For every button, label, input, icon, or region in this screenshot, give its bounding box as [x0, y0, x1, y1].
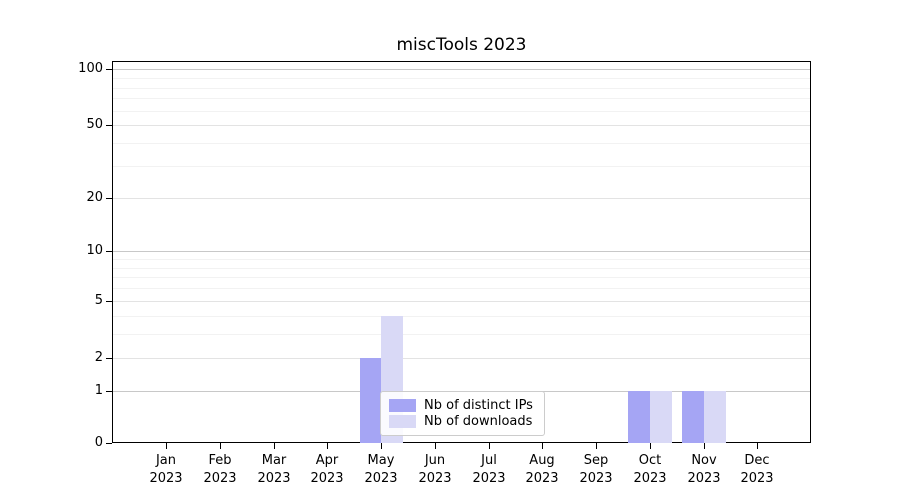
x-tick-mark	[489, 443, 490, 449]
legend-row: Nb of downloads	[389, 414, 536, 429]
x-tick-mark	[757, 443, 758, 449]
plot-area	[112, 61, 811, 443]
x-tick-month: May	[367, 453, 395, 468]
y-gridline-decade	[113, 251, 810, 252]
legend-label: Nb of distinct IPs	[424, 397, 533, 413]
y-gridline-mid	[113, 125, 810, 126]
y-tick-mark	[106, 251, 112, 252]
y-gridline-mid	[113, 358, 810, 359]
y-gridline-minor	[113, 111, 810, 112]
bar-downloads-oct	[650, 391, 672, 443]
x-tick-month: Mar	[261, 453, 287, 468]
x-tick-year: 2023	[687, 471, 721, 486]
x-tick-label: Aug 2023	[514, 452, 570, 488]
chart-title: miscTools 2023	[396, 35, 527, 55]
y-tick-label: 100	[78, 61, 103, 76]
legend-swatch-distinct-ips	[389, 398, 416, 412]
y-gridline-mid	[113, 301, 810, 302]
bar-distinct-ips-nov	[682, 391, 704, 443]
bar-distinct-ips-may	[360, 358, 382, 443]
x-tick-year: 2023	[364, 471, 398, 486]
y-tick-mark	[106, 69, 112, 70]
y-gridline-minor	[113, 259, 810, 260]
x-tick-month: Jul	[481, 453, 497, 468]
y-gridline-minor	[113, 88, 810, 89]
y-gridline-decade	[113, 69, 810, 70]
x-tick-month: Sep	[583, 453, 609, 468]
x-tick-label: Jan 2023	[138, 452, 194, 488]
x-tick-label: Nov 2023	[676, 452, 732, 488]
legend-swatch-downloads	[389, 415, 416, 429]
legend-row: Nb of distinct IPs	[389, 398, 536, 413]
x-tick-mark	[327, 443, 328, 449]
y-tick-mark	[106, 391, 112, 392]
x-tick-mark	[542, 443, 543, 449]
y-gridline-minor	[113, 98, 810, 99]
x-tick-month: Feb	[208, 453, 232, 468]
x-tick-year: 2023	[472, 471, 506, 486]
y-tick-mark	[106, 198, 112, 199]
bar-downloads-nov	[704, 391, 726, 443]
x-tick-mark	[274, 443, 275, 449]
y-tick-label: 10	[86, 243, 103, 258]
x-tick-mark	[650, 443, 651, 449]
x-tick-label: Oct 2023	[622, 452, 678, 488]
x-tick-label: Dec 2023	[729, 452, 785, 488]
y-gridline-minor	[113, 78, 810, 79]
legend: Nb of distinct IPs Nb of downloads	[380, 391, 545, 436]
x-tick-year: 2023	[257, 471, 291, 486]
y-gridline-minor	[113, 268, 810, 269]
x-tick-mark	[596, 443, 597, 449]
x-tick-label: Sep 2023	[568, 452, 624, 488]
x-tick-year: 2023	[203, 471, 237, 486]
x-tick-month: Jan	[155, 453, 177, 468]
y-tick-label: 50	[86, 117, 103, 132]
x-tick-year: 2023	[633, 471, 667, 486]
y-tick-mark	[106, 301, 112, 302]
y-gridline-minor	[113, 334, 810, 335]
y-tick-label: 1	[94, 383, 103, 398]
x-tick-month: Jun	[424, 453, 446, 468]
x-tick-mark	[704, 443, 705, 449]
y-tick-mark	[106, 358, 112, 359]
x-tick-month: Nov	[691, 453, 717, 468]
x-tick-year: 2023	[418, 471, 452, 486]
x-tick-label: Feb 2023	[192, 452, 248, 488]
x-tick-label: Mar 2023	[246, 452, 302, 488]
x-tick-mark	[435, 443, 436, 449]
bar-distinct-ips-oct	[628, 391, 650, 443]
x-tick-month: Dec	[744, 453, 770, 468]
x-tick-label: Jun 2023	[407, 452, 463, 488]
y-tick-label: 0	[94, 435, 103, 450]
x-tick-year: 2023	[740, 471, 774, 486]
y-gridline-minor	[113, 166, 810, 167]
x-tick-mark	[381, 443, 382, 449]
x-tick-mark	[220, 443, 221, 449]
x-tick-month: Oct	[638, 453, 662, 468]
y-gridline-minor	[113, 316, 810, 317]
legend-label: Nb of downloads	[424, 414, 533, 430]
x-tick-month: Apr	[315, 453, 339, 468]
x-tick-label: May 2023	[353, 452, 409, 488]
x-tick-mark	[166, 443, 167, 449]
y-gridline-mid	[113, 198, 810, 199]
x-tick-label: Apr 2023	[299, 452, 355, 488]
x-tick-year: 2023	[525, 471, 559, 486]
y-gridline-minor	[113, 277, 810, 278]
x-tick-year: 2023	[310, 471, 344, 486]
x-tick-month: Aug	[529, 453, 555, 468]
y-tick-label: 20	[86, 190, 103, 205]
y-tick-mark	[106, 443, 112, 444]
y-tick-mark	[106, 125, 112, 126]
y-tick-label: 5	[94, 293, 103, 308]
x-tick-label: Jul 2023	[461, 452, 517, 488]
x-tick-year: 2023	[579, 471, 613, 486]
y-gridline-minor	[113, 288, 810, 289]
y-tick-label: 2	[94, 350, 103, 365]
y-gridline-minor	[113, 143, 810, 144]
x-tick-year: 2023	[149, 471, 183, 486]
